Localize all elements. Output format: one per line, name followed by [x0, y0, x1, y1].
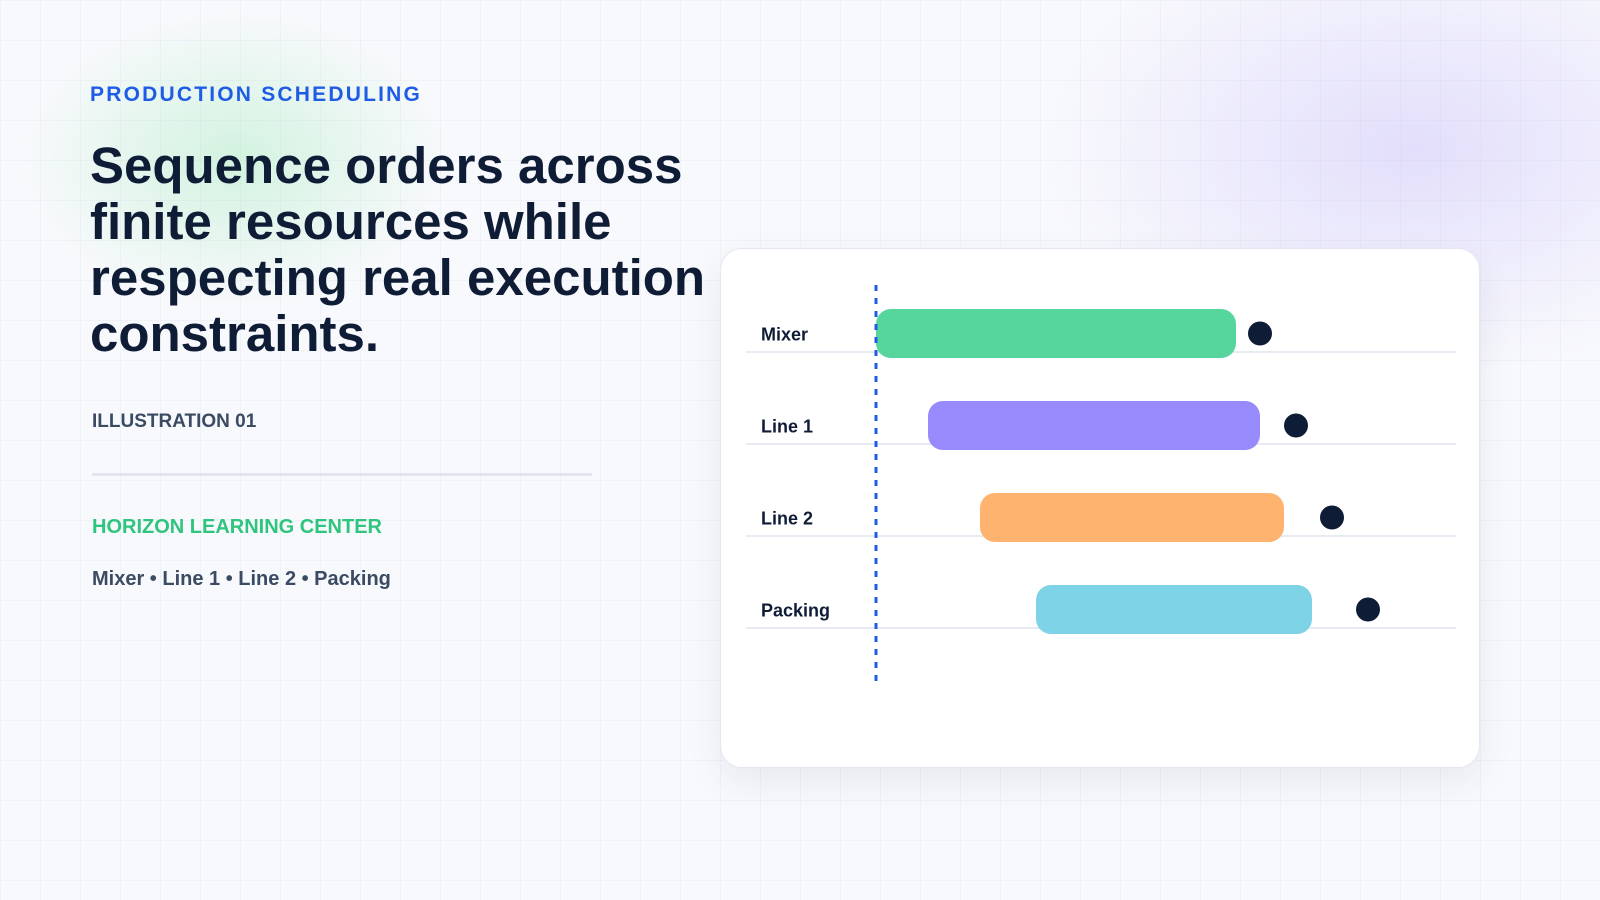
bar-packing [1036, 585, 1312, 634]
row-label-mixer: Mixer [761, 325, 808, 345]
bar-mixer [876, 309, 1236, 358]
divider [92, 473, 592, 476]
bar-line-2 [980, 493, 1284, 542]
eyebrow-label: PRODUCTION SCHEDULING [90, 83, 423, 106]
background-glow-green [20, 10, 450, 310]
marker-line-2 [1320, 505, 1344, 530]
bar-line-1 [928, 401, 1260, 450]
gantt-card: Mixer Line 1 Line 2 Packing [720, 248, 1480, 768]
resources-list: Mixer • Line 1 • Line 2 • Packing [92, 568, 391, 590]
row-label-packing: Packing [761, 601, 830, 621]
organization-name: HORIZON LEARNING CENTER [92, 516, 382, 538]
illustration-label: ILLUSTRATION 01 [92, 411, 257, 432]
marker-packing [1356, 597, 1380, 622]
gantt-chart: Mixer Line 1 Line 2 Packing [746, 285, 1456, 687]
marker-mixer [1248, 321, 1272, 346]
row-label-line-2: Line 2 [761, 509, 813, 529]
row-label-line-1: Line 1 [761, 417, 813, 437]
headline: Sequence orders across finite resources … [90, 137, 706, 362]
marker-line-1 [1284, 413, 1308, 438]
